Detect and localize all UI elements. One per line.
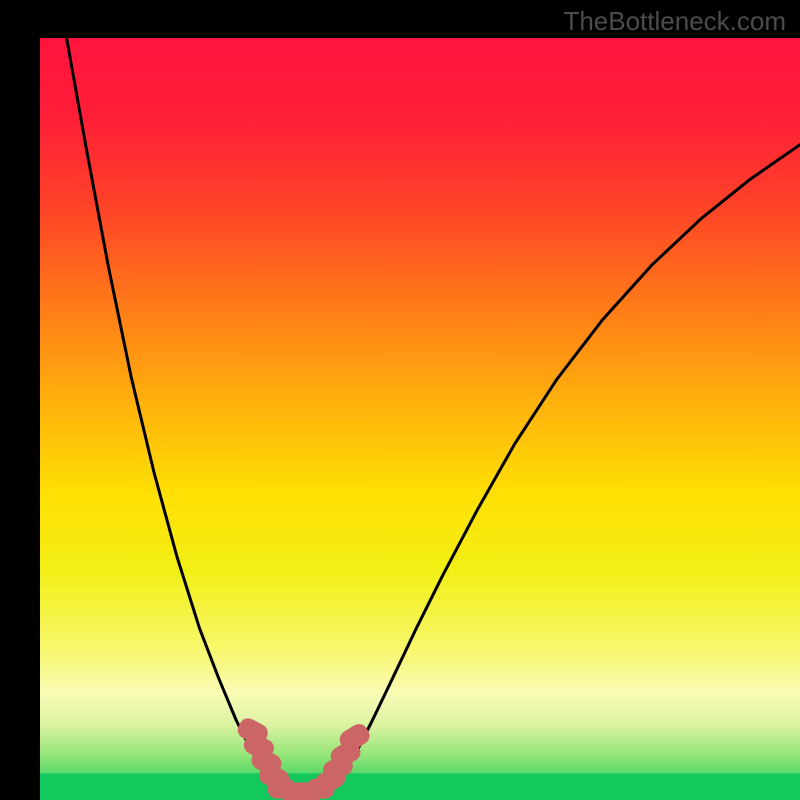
watermark-label: TheBottleneck.com (563, 6, 786, 37)
green-base-band (40, 773, 800, 800)
chart-stage: TheBottleneck.com (0, 0, 800, 800)
gradient-background (40, 38, 800, 800)
plot-svg (40, 38, 800, 800)
plot-area (40, 38, 800, 800)
